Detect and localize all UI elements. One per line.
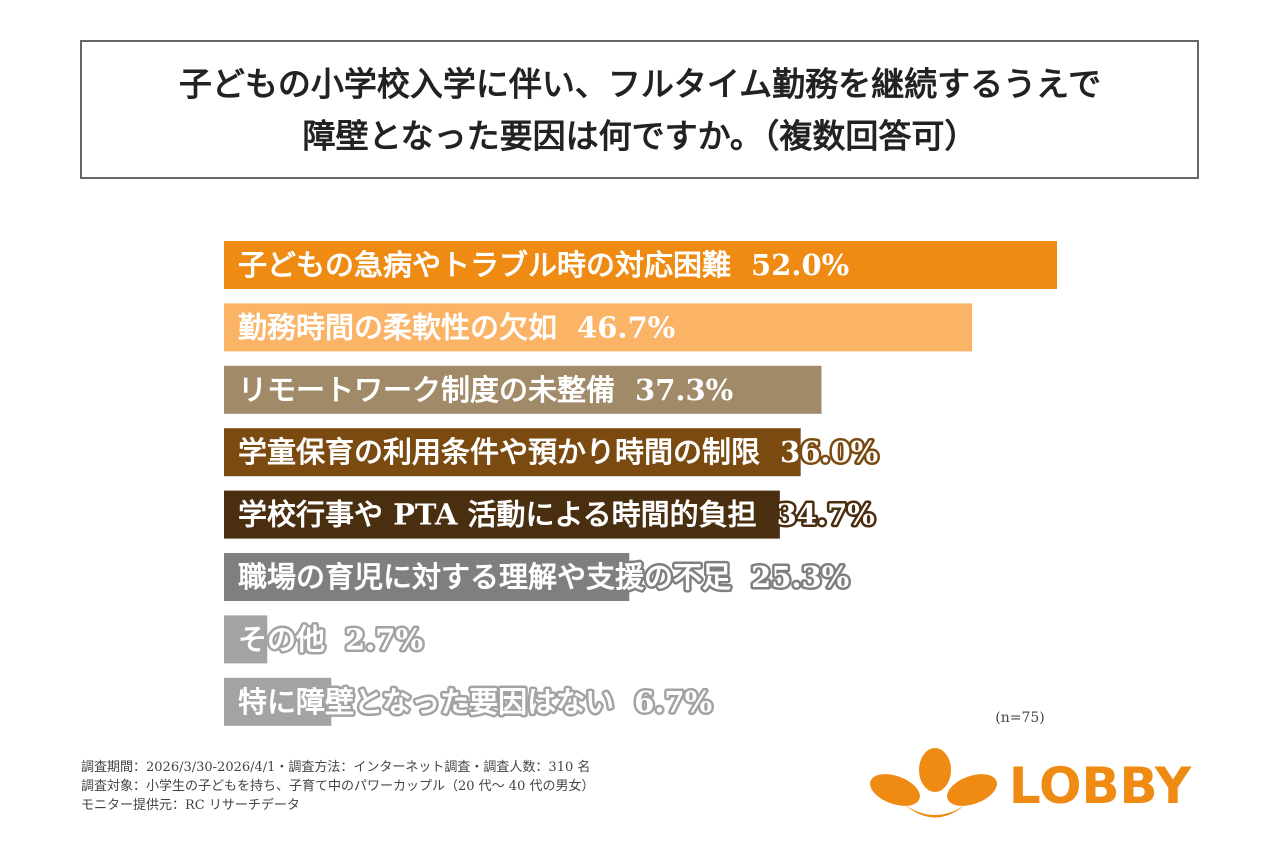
category-label: 学童保育の利用条件や預かり時間の制限 [238, 435, 760, 469]
value-label: 2.7% [345, 622, 423, 656]
category-label: 子どもの急病やトラブル時の対応困難 [238, 248, 731, 282]
footnote: モニター提供元：RC リサーチデータ [81, 797, 300, 813]
bar [224, 241, 1057, 289]
category-label: リモートワーク制度の未整備 [238, 373, 615, 407]
bar-label: 職場の育児に対する理解や支援の不足 25.3% [238, 560, 849, 594]
category-label: 職場の育児に対する理解や支援の不足 [238, 560, 731, 594]
category-label: 特に障壁となった要因はない [238, 685, 614, 719]
category-label: 学校行事や PTA 活動による時間的負担 [238, 498, 757, 532]
value-label: 52.0% [751, 248, 849, 282]
footnote: 調査対象：小学生の子どもを持ち、子育て中のパワーカップル（20 代〜 40 代の… [81, 778, 594, 794]
bar-label: 学童保育の利用条件や預かり時間の制限 36.0% [238, 435, 878, 469]
value-label: 36.0% [780, 435, 878, 469]
footnote: 調査期間：2026/3/30-2026/4/1・調査方法：インターネット調査・調… [81, 759, 590, 775]
sample-note: (n=75) [995, 710, 1045, 726]
category-label: 勤務時間の柔軟性の欠如 [238, 310, 557, 344]
category-label: その他 [238, 622, 325, 656]
bar [224, 428, 801, 477]
bar [224, 615, 268, 664]
value-label: 37.3% [635, 373, 733, 407]
value-label: 46.7% [577, 310, 675, 344]
bar [224, 365, 822, 414]
logo-text: LOBBY [1009, 757, 1192, 815]
bar [224, 490, 780, 539]
value-label: 25.3% [751, 560, 849, 594]
value-label: 34.7% [777, 498, 875, 532]
bar-label: リモートワーク制度の未整備 37.3% [238, 373, 733, 407]
bar [224, 677, 332, 726]
bar-label: 特に障壁となった要因はない 6.7% [238, 685, 712, 719]
bar-label: 子どもの急病やトラブル時の対応困難 52.0% [238, 248, 849, 282]
title-box [80, 40, 1199, 179]
chart-title: 障壁となった要因は何ですか。（複数回答可） [303, 117, 978, 156]
chart-title: 子どもの小学校入学に伴い、フルタイム勤務を継続するうえで [179, 65, 1101, 104]
bar-label: その他 2.7% [238, 622, 423, 656]
bar [224, 553, 630, 601]
value-label: 6.7% [634, 685, 712, 719]
bar-label: 勤務時間の柔軟性の欠如 46.7% [238, 310, 675, 344]
bar [224, 303, 973, 352]
logo-icon [870, 748, 997, 818]
bar-label: 学校行事や PTA 活動による時間的負担 34.7% [238, 498, 875, 532]
